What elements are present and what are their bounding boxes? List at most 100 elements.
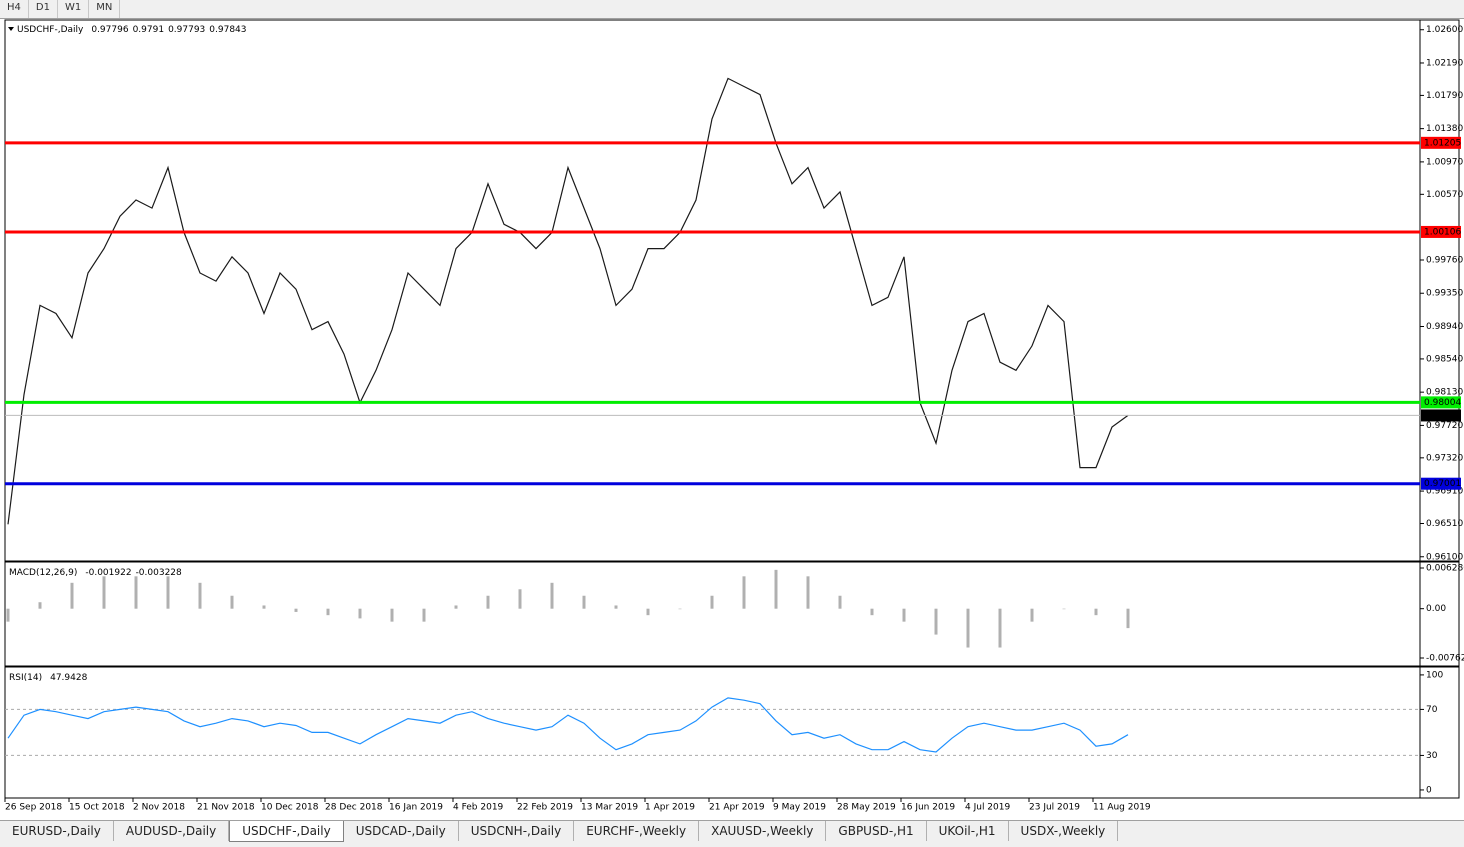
x-tick-label: 21 Nov 2018 <box>197 803 255 813</box>
y-tick-label: 0.98540 <box>1426 354 1463 364</box>
series-line <box>7 77 1129 525</box>
y-tick-label: 0.98130 <box>1426 388 1463 398</box>
x-tick-label: 21 Apr 2019 <box>709 803 765 813</box>
symbol-tab[interactable]: USDCHF-,Daily <box>229 821 344 842</box>
histogram-bar <box>1094 608 1098 616</box>
histogram-bar <box>550 582 554 609</box>
readout-value: 0.97793 <box>168 25 205 35</box>
histogram-bar <box>774 569 778 609</box>
histogram-bar <box>998 608 1002 648</box>
y-tick-label: 0.006286 <box>1426 564 1464 574</box>
timeframe-button[interactable]: W1 <box>58 0 90 18</box>
histogram-bar <box>102 576 106 609</box>
y-tick-label: 0.00 <box>1426 604 1446 614</box>
histogram-bar <box>870 608 874 616</box>
panel-title-text: USDCHF-,Daily <box>17 25 84 35</box>
x-tick-label: 13 Mar 2019 <box>581 803 638 813</box>
histogram-bar <box>6 608 10 622</box>
timeframe-button[interactable]: MN <box>89 0 121 18</box>
histogram-bar <box>134 576 138 609</box>
histogram-bar <box>70 582 74 609</box>
y-tick-label: 1.02190 <box>1426 58 1463 68</box>
symbol-tab[interactable]: UKOil-,H1 <box>927 821 1009 841</box>
symbol-tab[interactable]: EURUSD-,Daily <box>0 821 114 841</box>
symbol-tab[interactable]: AUDUSD-,Daily <box>114 821 230 841</box>
y-tick-label: 1.02600 <box>1426 25 1463 35</box>
x-tick-label: 1 Apr 2019 <box>645 803 695 813</box>
symbol-tab[interactable]: XAUUSD-,Weekly <box>699 821 827 841</box>
symbol-tab[interactable]: GBPUSD-,H1 <box>826 821 927 841</box>
readout-value: -0.001922 <box>85 568 131 578</box>
panel-title: RSI(14) 47.9428 <box>9 673 88 683</box>
histogram-bar <box>358 608 362 619</box>
symbol-tab[interactable]: USDX-,Weekly <box>1009 821 1119 841</box>
histogram-bar <box>678 608 682 610</box>
x-tick-label: 4 Feb 2019 <box>453 803 504 813</box>
panel-title: USDCHF-,Daily 0.97796 0.9791 0.97793 0.97843 <box>17 25 247 35</box>
histogram-bar <box>902 608 906 622</box>
symbol-tab[interactable]: EURCHF-,Weekly <box>574 821 700 841</box>
panel-title-text: MACD(12,26,9) <box>9 568 77 578</box>
y-tick-label: 0 <box>1426 785 1432 795</box>
histogram-bar <box>838 595 842 609</box>
y-tick-label: 1.00570 <box>1426 190 1463 200</box>
histogram-bar <box>390 608 394 622</box>
symbol-tabs: EURUSD-,Daily AUDUSD-,Daily USDCHF-,Daily U… <box>0 820 1464 847</box>
level-label: 0.98004 <box>1424 398 1461 408</box>
y-tick-label: 0.96100 <box>1426 552 1463 562</box>
panel-title-text: RSI(14) <box>9 673 42 683</box>
level-tag <box>1421 477 1461 490</box>
readout-value: 0.9791 <box>133 25 165 35</box>
histogram-bar <box>646 608 650 616</box>
readout-value: 0.97796 <box>91 25 128 35</box>
level-label: 0.97001 <box>1424 479 1461 489</box>
last-price-tag <box>1421 409 1461 422</box>
symbol-tab[interactable]: USDCAD-,Daily <box>344 821 459 841</box>
timeframe-bar: H4 D1 W1 MN <box>0 0 1464 19</box>
histogram-bar <box>230 595 234 609</box>
x-tick-label: 2 Nov 2018 <box>133 803 185 813</box>
timeframe-button[interactable]: D1 <box>29 0 58 18</box>
histogram-bar <box>1062 608 1066 610</box>
histogram-bar <box>1126 608 1130 629</box>
y-tick-label: 100 <box>1426 670 1443 680</box>
histogram-bar <box>742 576 746 609</box>
symbol-tab[interactable]: USDCNH-,Daily <box>459 821 575 841</box>
y-tick-label: 1.01790 <box>1426 91 1463 101</box>
histogram-bar <box>614 605 618 609</box>
x-tick-label: 11 Aug 2019 <box>1093 803 1151 813</box>
level-label: 1.01205 <box>1424 138 1461 148</box>
y-tick-label: 0.99350 <box>1426 289 1463 299</box>
y-tick-label: 1.01380 <box>1426 124 1463 134</box>
histogram-bar <box>710 595 714 609</box>
x-tick-label: 16 Jun 2019 <box>901 803 955 813</box>
y-tick-label: 0.97720 <box>1426 421 1463 431</box>
x-tick-label: 4 Jul 2019 <box>965 803 1010 813</box>
last-price-label: 0.97843 <box>1424 411 1461 421</box>
readout-value: 0.97843 <box>209 25 246 35</box>
chart: 1.02600 1.02190 1.01790 1.01380 1.00970 1.005… <box>4 19 1464 813</box>
level-tag <box>1421 396 1461 409</box>
histogram-bar <box>326 608 330 616</box>
histogram-bar <box>966 608 970 648</box>
level-label: 1.00106 <box>1424 227 1461 237</box>
histogram-bar <box>198 582 202 609</box>
histogram-bar <box>454 605 458 609</box>
timeframe-button[interactable]: H4 <box>0 0 29 18</box>
x-tick-label: 22 Feb 2019 <box>517 803 573 813</box>
readout-value: -0.003228 <box>136 568 182 578</box>
x-tick-label: 28 May 2019 <box>837 803 896 813</box>
histogram-bar <box>518 589 522 609</box>
y-tick-label: 0.98940 <box>1426 322 1463 332</box>
x-tick-label: 10 Dec 2018 <box>261 803 319 813</box>
y-tick-label: 1.00970 <box>1426 157 1463 167</box>
histogram-bar <box>166 576 170 609</box>
y-tick-label: 0.96910 <box>1426 487 1463 497</box>
readout-value: 47.9428 <box>50 673 87 683</box>
y-tick-label: 0.99760 <box>1426 256 1463 266</box>
histogram-bar <box>294 608 298 612</box>
histogram-bar <box>262 605 266 609</box>
histogram-bar <box>934 608 938 635</box>
frame <box>4 19 1460 799</box>
